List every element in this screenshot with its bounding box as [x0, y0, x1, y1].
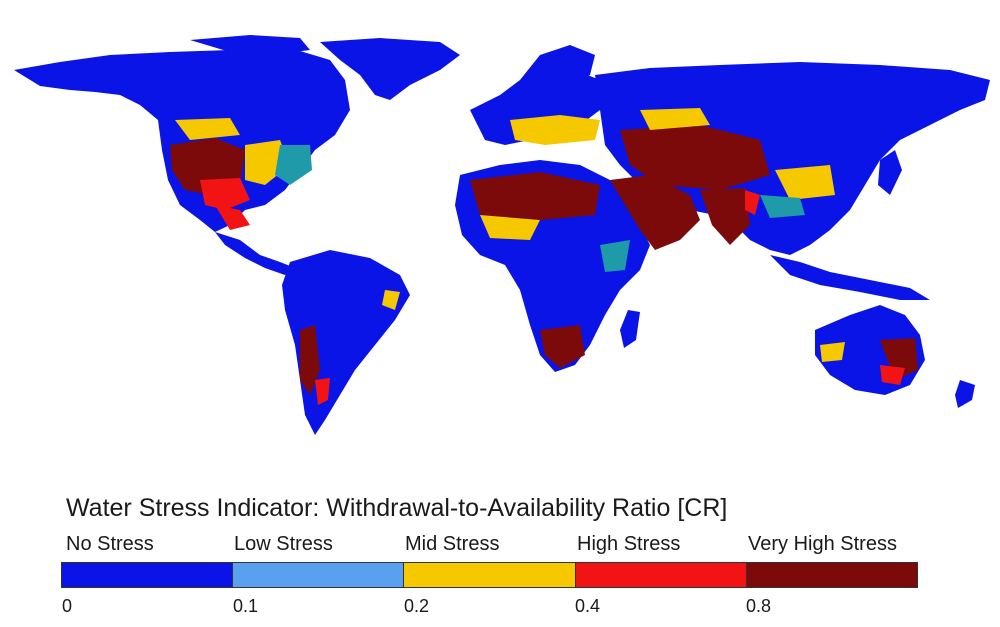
stress-zone-india: [700, 188, 750, 245]
legend-title: Water Stress Indicator: Withdrawal-to-Av…: [66, 494, 728, 522]
central-america: [215, 232, 295, 275]
stress-zone-canada-prairie: [175, 118, 240, 140]
legend-label-no-stress: No Stress: [66, 533, 154, 555]
north-america: [14, 48, 350, 232]
greenland: [320, 38, 460, 100]
stress-zone-east-africa: [600, 240, 630, 272]
swatch-high-stress: [575, 563, 747, 587]
stress-zone-kazakhstan: [640, 108, 710, 130]
stress-zone-australia-south: [880, 365, 905, 385]
stress-zone-central-asia: [620, 125, 770, 190]
stress-zone-europe-south: [510, 115, 600, 145]
arctic-islands: [190, 35, 310, 55]
stress-zone-brazil-east: [382, 290, 400, 310]
legend-label-low-stress: Low Stress: [234, 533, 333, 555]
stress-zone-india-east: [745, 190, 760, 215]
world-water-stress-map: [14, 35, 990, 435]
stress-zone-mexico: [215, 205, 250, 230]
stress-zone-southern-africa: [540, 325, 585, 368]
legend-tick-0-4: 0.4: [575, 596, 601, 616]
swatch-very-high-stress: [746, 563, 918, 587]
legend-colorbar: [61, 562, 918, 588]
scandinavia: [520, 45, 595, 90]
swatch-low-stress: [233, 563, 405, 587]
legend-label-mid-stress: Mid Stress: [405, 533, 500, 555]
legend-tick-0-8: 0.8: [746, 596, 772, 616]
stress-zone-china-north: [775, 165, 835, 200]
swatch-mid-stress: [404, 563, 576, 587]
stress-zone-us-southwest: [200, 178, 250, 210]
madagascar: [620, 310, 640, 348]
japan: [878, 150, 902, 195]
swatch-no-stress: [62, 563, 234, 587]
stress-zone-australia-west: [820, 342, 845, 362]
stress-zone-sahel: [480, 215, 540, 240]
legend-tick-0-2: 0.2: [404, 596, 430, 616]
stress-zone-australia-southeast: [880, 338, 918, 380]
stress-zone-andes: [300, 325, 320, 395]
legend-tick-0: 0: [62, 596, 73, 616]
legend-tick-0-1: 0.1: [233, 596, 259, 616]
southeast-asia-islands: [770, 255, 930, 300]
legend-label-high-stress: High Stress: [577, 533, 681, 555]
stress-zone-sahara: [470, 172, 600, 220]
south-america: [282, 250, 410, 435]
stress-zone-us-east: [275, 145, 312, 185]
arabian-peninsula: [610, 175, 700, 250]
stress-zone-china-central: [760, 195, 805, 218]
legend-label-very-high-stress: Very High Stress: [748, 533, 897, 555]
stress-zone-argentina: [315, 378, 330, 405]
new-zealand: [955, 380, 975, 408]
